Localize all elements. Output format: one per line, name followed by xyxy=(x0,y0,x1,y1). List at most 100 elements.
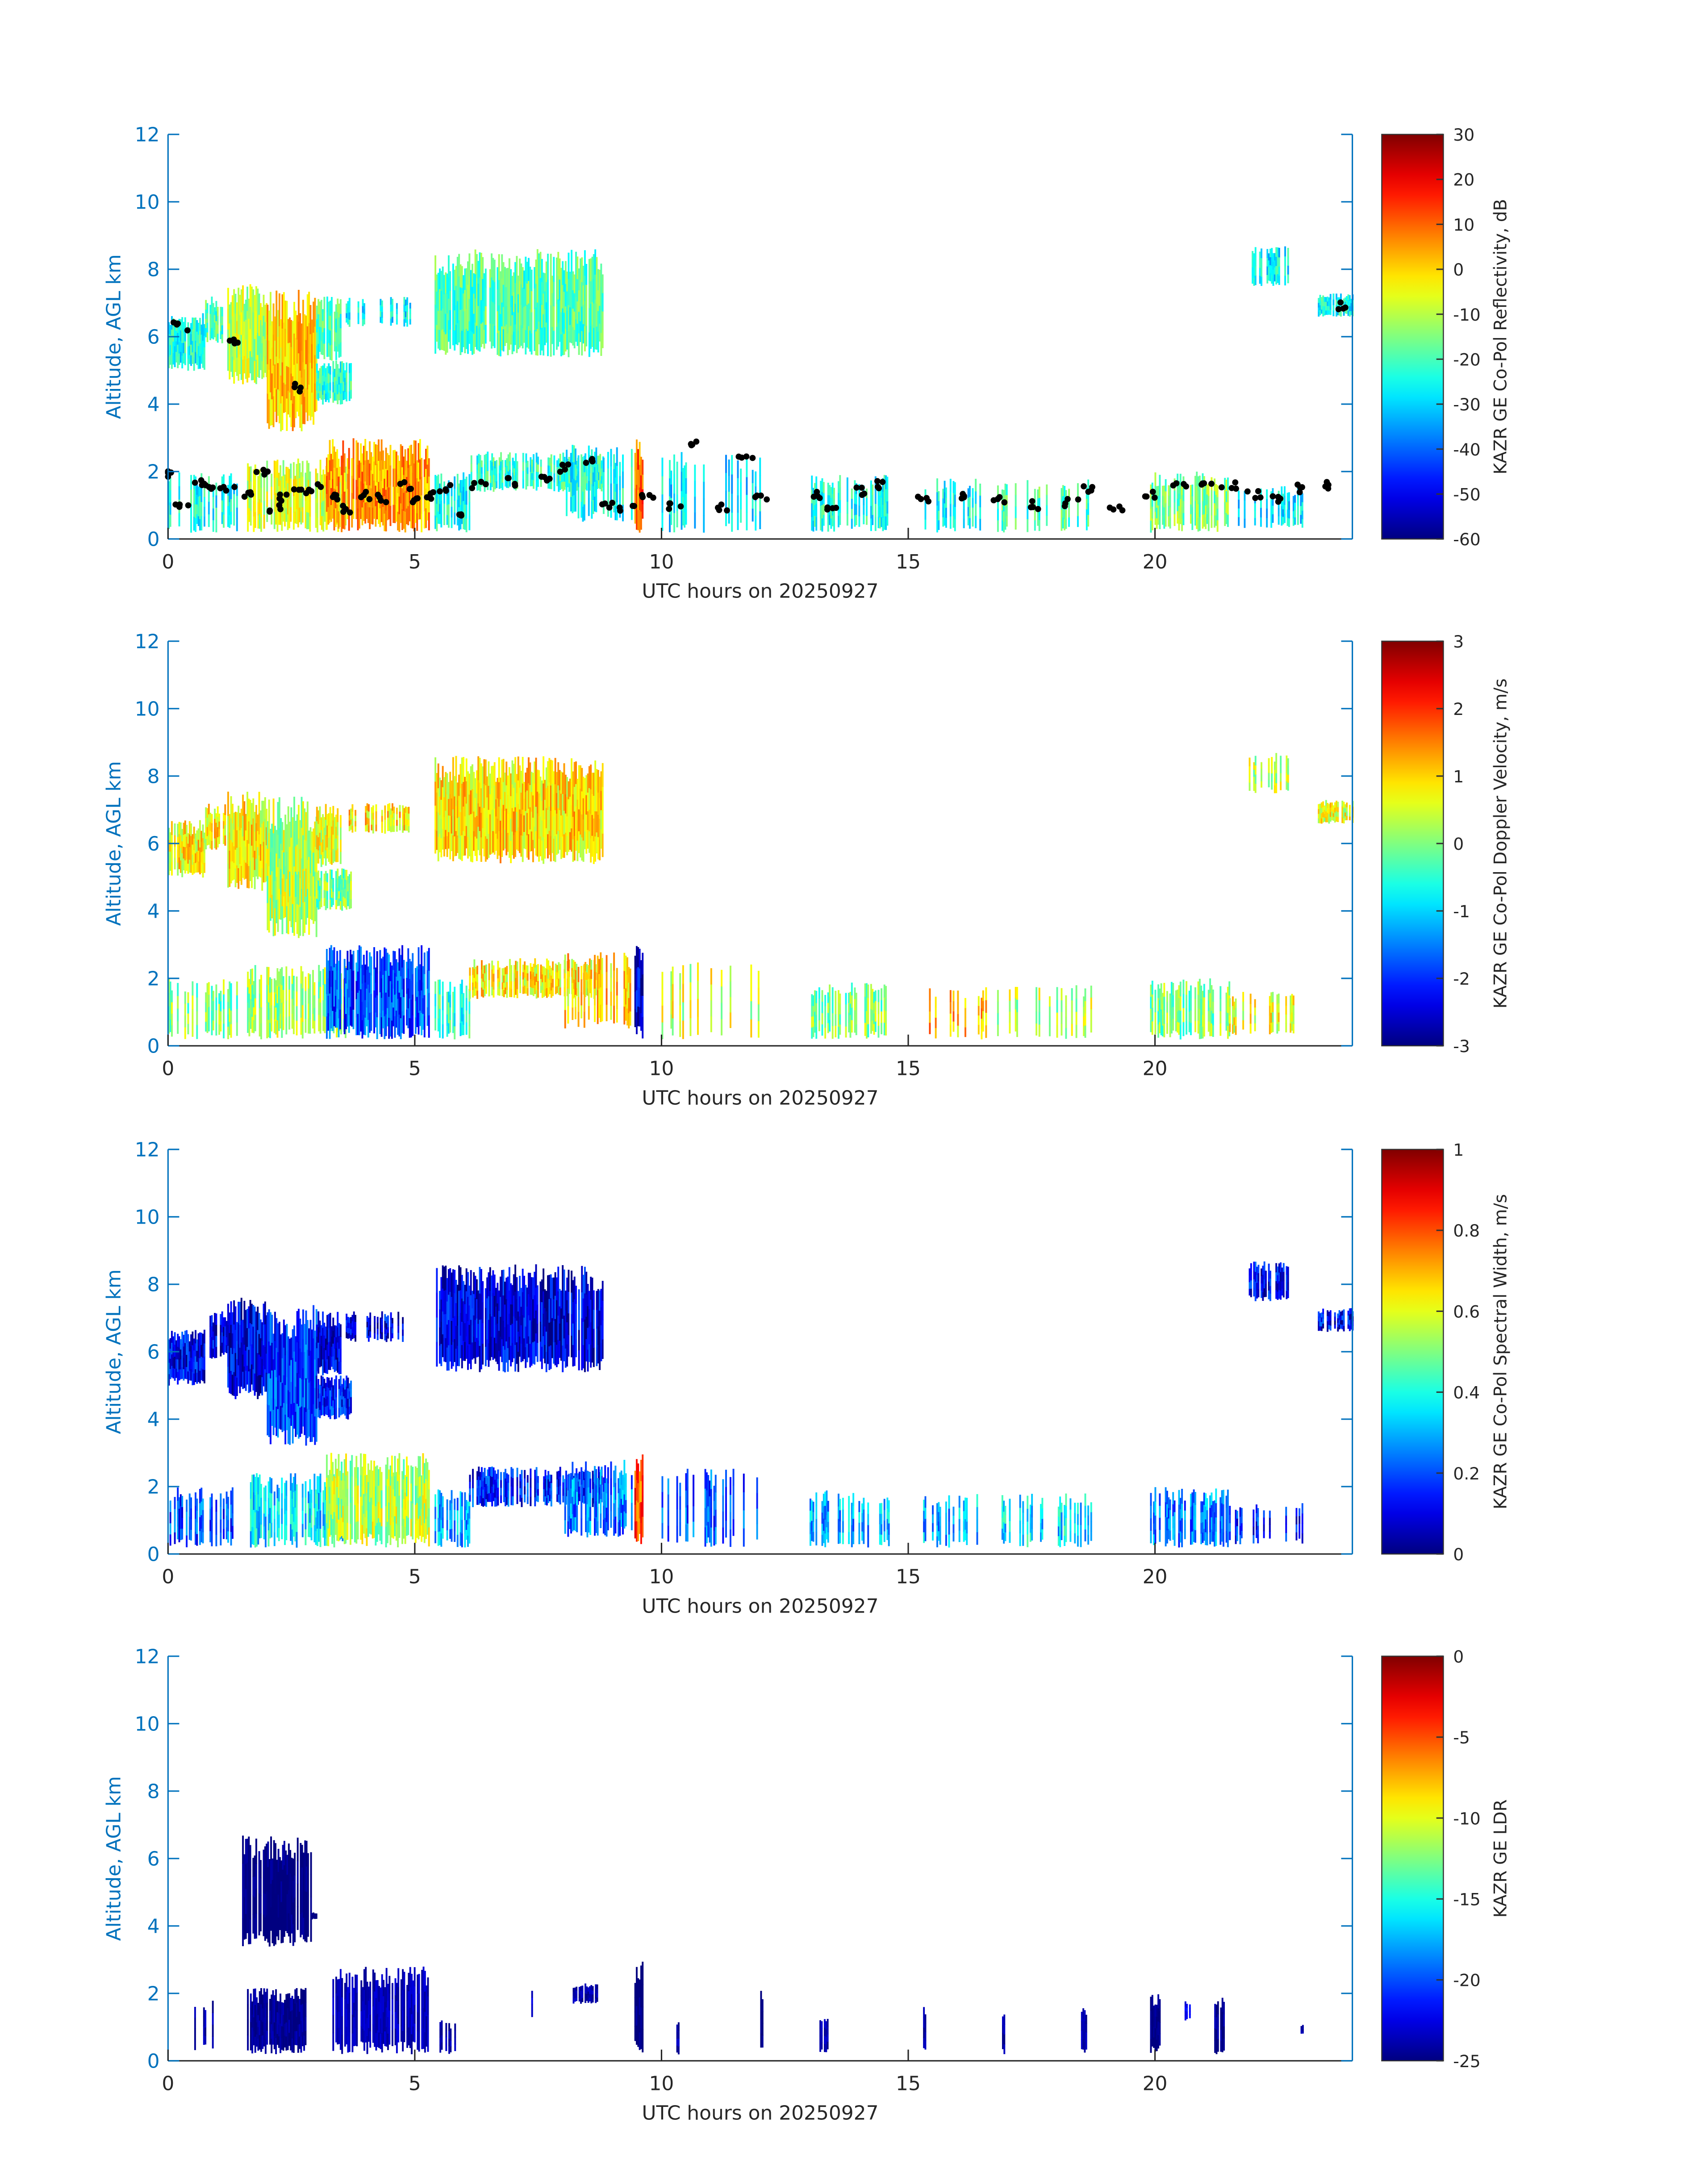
echo-column xyxy=(299,907,301,936)
echo-column xyxy=(1332,310,1335,317)
echo-column xyxy=(407,968,409,989)
echo-column xyxy=(480,276,482,301)
cloud-base-point xyxy=(918,496,924,502)
echo-column xyxy=(271,511,273,525)
echo-column xyxy=(673,474,675,494)
echo-column xyxy=(267,1002,270,1020)
echo-column xyxy=(1336,816,1337,822)
cloud-base-point xyxy=(231,484,238,490)
echo-column xyxy=(851,498,853,509)
echo-column xyxy=(363,501,365,521)
echo-column xyxy=(338,511,340,529)
echo-column xyxy=(530,963,532,972)
echo-column xyxy=(854,503,856,515)
echo-column xyxy=(590,789,592,814)
echo-column xyxy=(358,494,360,512)
echo-column xyxy=(1322,811,1324,818)
echo-column xyxy=(287,838,289,871)
echo-column xyxy=(398,460,401,479)
echo-column xyxy=(286,333,288,366)
echo-column xyxy=(212,990,214,1001)
echo-column xyxy=(439,815,441,834)
echo-column xyxy=(297,805,300,839)
echo-column xyxy=(507,794,509,814)
echo-column xyxy=(175,330,177,342)
echo-column xyxy=(562,472,564,482)
cloud-base-point xyxy=(541,474,547,480)
echo-column xyxy=(597,792,599,815)
echo-column xyxy=(493,483,495,492)
echo-column xyxy=(447,815,450,832)
echo-column xyxy=(661,512,664,531)
echo-column xyxy=(1266,518,1268,528)
echo-column xyxy=(1015,494,1017,507)
echo-column xyxy=(284,891,287,918)
echo-column xyxy=(348,997,350,1015)
echo-column xyxy=(434,1006,437,1019)
echo-column xyxy=(870,480,872,493)
echo-column xyxy=(304,808,306,840)
echo-column xyxy=(396,819,398,826)
echo-column xyxy=(1037,507,1039,517)
echo-column xyxy=(681,471,683,491)
echo-column xyxy=(1197,490,1199,504)
echo-column xyxy=(519,831,521,853)
echo-column xyxy=(332,877,334,885)
echo-column xyxy=(358,511,360,529)
echo-column xyxy=(306,389,309,421)
echo-column xyxy=(248,494,251,509)
echo-column xyxy=(1162,495,1164,506)
echo-column xyxy=(1332,299,1335,305)
echo-column xyxy=(1341,806,1344,812)
echo-column xyxy=(513,272,515,292)
echo-column xyxy=(243,355,246,374)
echo-column xyxy=(1038,486,1040,498)
echo-column xyxy=(414,481,417,503)
echo-column xyxy=(1324,809,1326,814)
echo-column xyxy=(1179,498,1182,512)
echo-column xyxy=(599,270,601,288)
cloud-base-point xyxy=(1342,304,1349,311)
echo-column xyxy=(1046,494,1048,506)
echo-column xyxy=(341,393,343,404)
echo-column xyxy=(1324,817,1326,822)
echo-column xyxy=(525,986,527,994)
echo-column xyxy=(306,511,308,530)
echo-column xyxy=(401,967,403,990)
echo-column xyxy=(642,460,644,475)
echo-column xyxy=(526,965,529,974)
echo-column xyxy=(199,820,201,834)
echo-column xyxy=(1207,484,1210,496)
echo-column xyxy=(602,485,605,500)
echo-column xyxy=(285,467,288,481)
echo-column xyxy=(361,471,363,490)
echo-column xyxy=(311,368,313,393)
echo-column xyxy=(759,457,761,476)
echo-column xyxy=(1224,501,1226,514)
echo-column xyxy=(522,287,524,308)
echo-column xyxy=(814,483,816,494)
echo-column xyxy=(456,835,459,853)
echo-column xyxy=(367,460,369,476)
echo-column xyxy=(178,485,180,500)
echo-column xyxy=(261,845,263,869)
echo-column xyxy=(278,326,280,359)
echo-column xyxy=(579,300,581,322)
echo-column xyxy=(1320,305,1323,310)
echo-column xyxy=(276,323,278,357)
echo-column xyxy=(405,305,407,312)
echo-column xyxy=(555,792,558,814)
echo-column xyxy=(1254,510,1256,518)
echo-column xyxy=(463,1003,465,1015)
echo-column xyxy=(348,312,351,320)
echo-column xyxy=(200,353,203,364)
echo-column xyxy=(259,827,262,844)
echo-column xyxy=(1151,482,1153,495)
echo-column xyxy=(1287,274,1289,284)
echo-column xyxy=(514,283,517,304)
echo-column xyxy=(178,512,180,526)
echo-column xyxy=(271,823,273,848)
echo-column xyxy=(737,477,739,496)
echo-column xyxy=(463,500,465,515)
echo-column xyxy=(259,499,261,514)
